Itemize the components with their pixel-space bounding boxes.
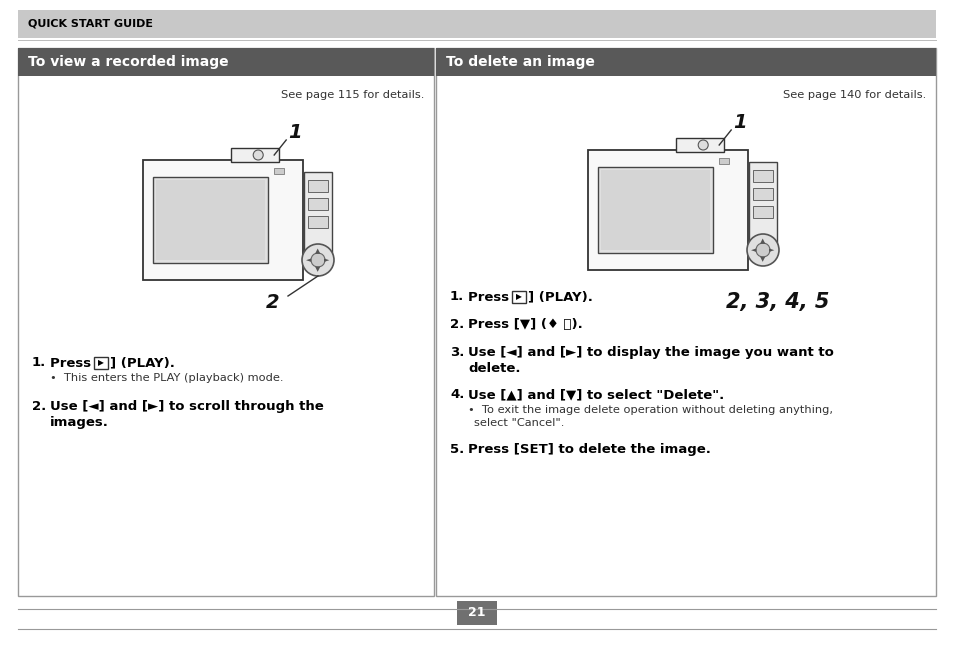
Text: ◄: ◄ <box>306 257 312 263</box>
Circle shape <box>755 243 769 257</box>
Bar <box>587 150 747 270</box>
Bar <box>752 170 772 182</box>
Text: ▶: ▶ <box>516 293 521 302</box>
Text: Use [▲] and [▼] to select "Delete".: Use [▲] and [▼] to select "Delete". <box>468 388 723 401</box>
Text: •  To exit the image delete operation without deleting anything,: • To exit the image delete operation wit… <box>468 405 832 415</box>
Bar <box>436 48 935 596</box>
Bar <box>676 138 723 152</box>
Text: To delete an image: To delete an image <box>446 55 595 69</box>
Text: Press [: Press [ <box>468 290 519 303</box>
Text: 3.: 3. <box>450 346 464 359</box>
Text: select "Cancel".: select "Cancel". <box>474 418 564 428</box>
Bar <box>456 601 497 625</box>
Text: 4.: 4. <box>450 388 464 401</box>
Circle shape <box>746 234 779 266</box>
Bar <box>752 188 772 200</box>
Bar <box>304 172 332 262</box>
Text: Press [: Press [ <box>50 356 102 369</box>
Text: 1.: 1. <box>32 356 46 369</box>
Text: 2.: 2. <box>32 400 46 413</box>
Text: 5.: 5. <box>450 443 464 456</box>
Bar <box>274 168 284 174</box>
Text: ] (PLAY).: ] (PLAY). <box>527 290 592 303</box>
Text: 1: 1 <box>733 112 746 132</box>
Text: 2.: 2. <box>450 318 464 331</box>
Text: ►: ► <box>768 247 774 253</box>
Bar <box>308 198 328 210</box>
Bar <box>719 158 728 164</box>
Text: 1.: 1. <box>450 290 464 303</box>
Bar <box>18 48 434 596</box>
Bar <box>155 180 265 260</box>
Circle shape <box>698 140 707 150</box>
Text: 1: 1 <box>288 123 301 141</box>
Text: delete.: delete. <box>468 362 520 375</box>
Text: •  This enters the PLAY (playback) mode.: • This enters the PLAY (playback) mode. <box>50 373 283 383</box>
Text: ▲: ▲ <box>760 238 765 244</box>
Bar <box>152 177 268 263</box>
Bar <box>94 357 108 369</box>
Text: ▼: ▼ <box>760 256 765 262</box>
Bar <box>748 162 776 252</box>
Text: Press [SET] to delete the image.: Press [SET] to delete the image. <box>468 443 710 456</box>
Bar <box>308 216 328 228</box>
Text: 2: 2 <box>266 293 279 313</box>
Bar <box>18 48 434 76</box>
Text: ▲: ▲ <box>315 248 320 254</box>
Text: Use [◄] and [►] to scroll through the: Use [◄] and [►] to scroll through the <box>50 400 323 413</box>
Bar <box>308 180 328 192</box>
Text: QUICK START GUIDE: QUICK START GUIDE <box>28 19 152 29</box>
Bar <box>752 206 772 218</box>
Bar <box>597 167 712 253</box>
Bar <box>143 160 303 280</box>
Circle shape <box>311 253 325 267</box>
Text: ] (PLAY).: ] (PLAY). <box>110 356 174 369</box>
Text: ◄: ◄ <box>751 247 756 253</box>
Text: To view a recorded image: To view a recorded image <box>28 55 229 69</box>
Text: See page 115 for details.: See page 115 for details. <box>280 90 423 100</box>
Bar <box>18 10 935 38</box>
Text: 21: 21 <box>468 607 485 620</box>
Bar <box>600 170 709 250</box>
Circle shape <box>253 150 263 160</box>
Text: 2, 3, 4, 5: 2, 3, 4, 5 <box>725 292 829 312</box>
Bar <box>512 291 525 303</box>
Circle shape <box>302 244 334 276</box>
Text: See page 140 for details.: See page 140 for details. <box>781 90 925 100</box>
Text: Use [◄] and [►] to display the image you want to: Use [◄] and [►] to display the image you… <box>468 346 833 359</box>
Text: Press [▼] (♦ 🗑).: Press [▼] (♦ 🗑). <box>468 318 582 331</box>
Text: ►: ► <box>324 257 330 263</box>
Text: images.: images. <box>50 416 109 429</box>
Bar <box>436 48 935 76</box>
Text: ▶: ▶ <box>98 359 104 368</box>
Bar <box>231 148 278 162</box>
Text: ▼: ▼ <box>315 266 320 272</box>
